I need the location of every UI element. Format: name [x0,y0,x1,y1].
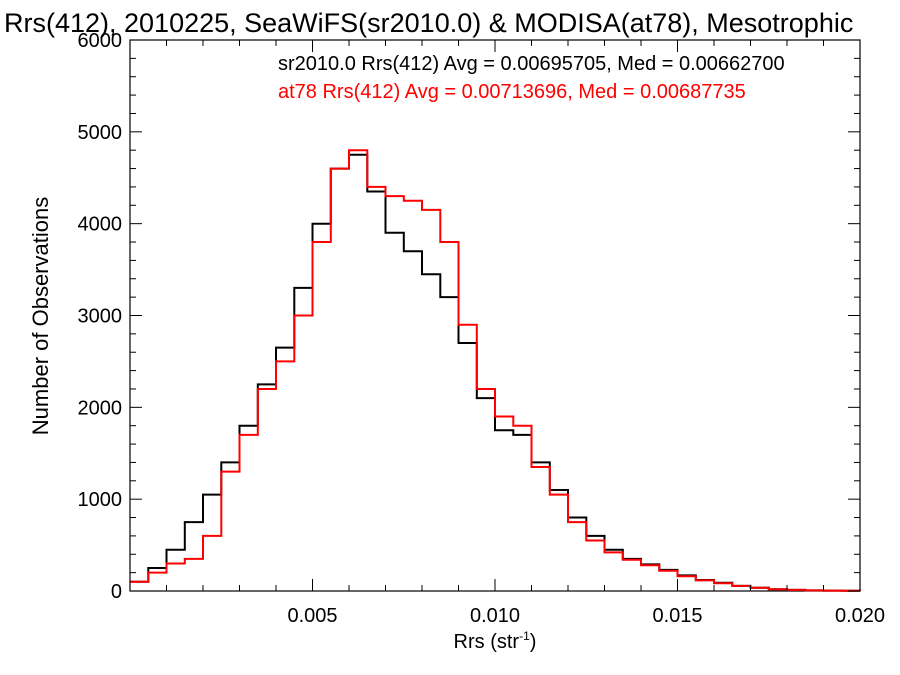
x-axis-label-close: ) [530,631,537,653]
x-tick-label: 0.010 [470,605,520,627]
legend-entry-sr2010: sr2010.0 Rrs(412) Avg = 0.00695705, Med … [278,53,785,75]
y-axis-label: Number of Observations [28,197,53,435]
y-tick-label: 2000 [78,397,123,419]
y-tick-label: 1000 [78,489,123,511]
x-axis-label-exponent: -1 [519,629,530,643]
y-tick-label: 4000 [78,214,123,236]
x-tick-label: 0.005 [287,605,337,627]
x-axis-label: Rrs (str-1) [454,629,537,653]
x-tick-label: 0.015 [652,605,702,627]
y-tick-label: 3000 [78,306,123,328]
series-line-sr2010-0 [130,153,861,592]
x-tick-labels: 0.005 0.010 0.015 0.020 [287,605,885,627]
y-tick-label: 6000 [78,30,123,52]
chart-title: Rrs(412), 2010225, SeaWiFS(sr2010.0) & M… [4,8,853,38]
plot-area [129,39,861,592]
series-line-at78 [130,149,861,592]
x-tick-label: 0.020 [835,605,885,627]
series-layer [130,149,861,592]
x-axis-label-main: Rrs (str [454,631,520,653]
plot-frame [129,39,861,592]
legend-entry-at78: at78 Rrs(412) Avg = 0.00713696, Med = 0.… [278,81,746,103]
y-tick-label: 0 [111,581,122,603]
tick-layer [129,39,861,592]
y-tick-label: 5000 [78,122,123,144]
y-tick-labels: 0 1000 2000 3000 4000 5000 6000 [78,30,123,603]
